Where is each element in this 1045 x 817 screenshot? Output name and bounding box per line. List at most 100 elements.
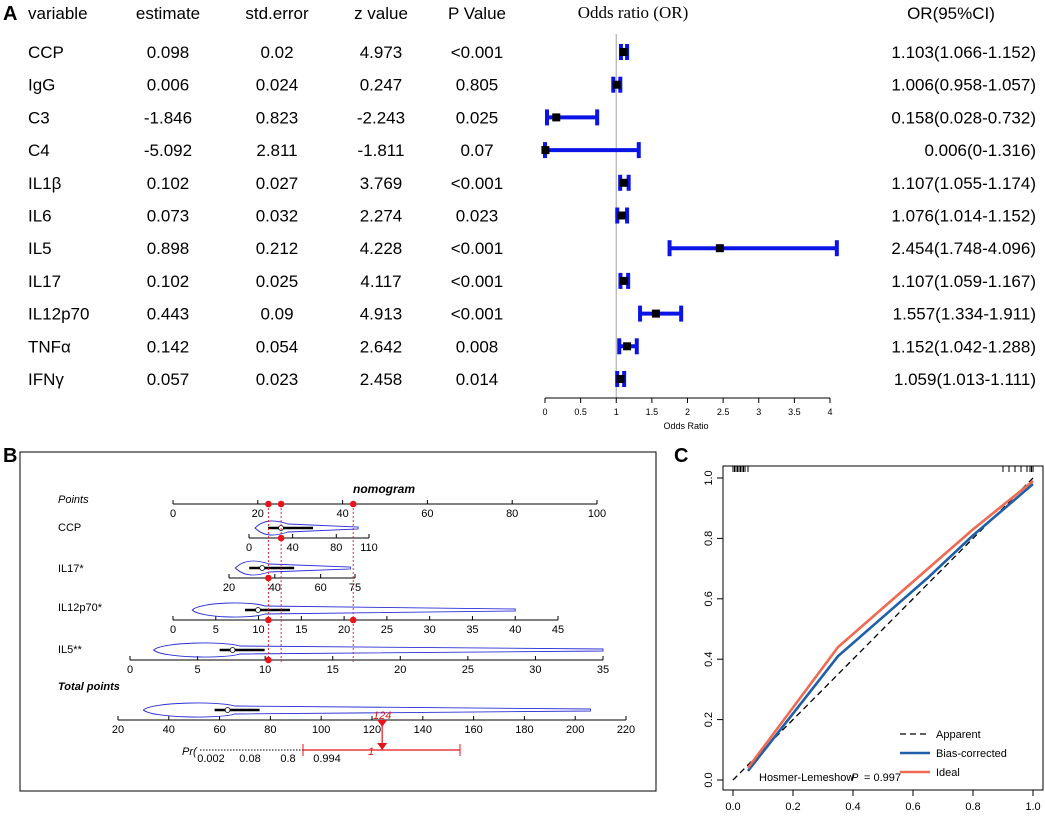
nomogram-tick-label: 35 xyxy=(466,624,478,636)
nomogram-tick-label: 120 xyxy=(363,724,381,736)
calib-x-tick-label: 0.0 xyxy=(725,801,740,813)
estimate-cell: 0.006 xyxy=(147,76,190,95)
p-value-cell: <0.001 xyxy=(451,43,503,62)
nomogram-tick-label: 140 xyxy=(414,724,432,736)
nomogram-tick-label: 0 xyxy=(127,664,133,676)
legend-label: Apparent xyxy=(936,729,981,741)
forest-row: C4 -5.092 2.811 -1.811 0.07 0.006(0-1.316) xyxy=(28,141,1036,160)
or-point xyxy=(619,276,628,285)
or-point xyxy=(619,178,628,187)
nomogram-tick-label: 40 xyxy=(509,624,521,636)
nomogram-tick-label: 100 xyxy=(312,724,330,736)
hosmer-lemeshow-value: = 0.997 xyxy=(864,772,901,784)
panel-label-b: B xyxy=(3,445,17,467)
z-value-cell: 4.117 xyxy=(360,272,401,291)
variable-marker xyxy=(265,656,272,664)
z-value-cell: 4.913 xyxy=(360,305,403,324)
p-value-cell: 0.023 xyxy=(456,207,499,226)
z-value-cell: -1.811 xyxy=(358,141,405,160)
p-value-cell: 0.07 xyxy=(460,141,493,160)
p-value-cell: 0.805 xyxy=(456,76,499,95)
or-ci-cell: 1.103(1.066-1.152) xyxy=(891,43,1036,62)
calibration-frame xyxy=(722,465,1044,791)
calib-y-tick-label: 1.0 xyxy=(703,470,715,485)
or-ci-cell: 1.006(0.958-1.057) xyxy=(891,76,1036,95)
p-value-cell: <0.001 xyxy=(451,174,503,193)
probability-tick-label: 0.08 xyxy=(239,753,260,765)
or-ci-cell: 1.059(1.013-1.111) xyxy=(894,370,1036,389)
column-header-variable: variable xyxy=(28,4,88,23)
forest-x-tick-label: 2 xyxy=(685,407,690,417)
variable-cell: IL5 xyxy=(28,239,52,258)
forest-x-tick-label: 2.5 xyxy=(717,407,730,417)
calib-y-tick-label: 0.2 xyxy=(703,712,715,727)
z-value-cell: -2.243 xyxy=(357,108,405,127)
nomogram-scale: IL5** 0 5 10 15 20 25 30 35 xyxy=(58,642,609,676)
nomogram-tick-label: 40 xyxy=(163,724,175,736)
nomogram-tick-label: 200 xyxy=(566,724,584,736)
total-marker-triangle xyxy=(377,720,388,727)
or-ci-cell: 1.557(1.334-1.911) xyxy=(893,305,1036,324)
variable-cell: IL12p70 xyxy=(28,305,89,324)
nomogram-scale-label: CCP xyxy=(58,522,81,534)
nomogram-tick-label: 0 xyxy=(170,508,176,520)
calibration-panel: Hosmer-Lemeshow P = 0.997 0.0 0.2 0.4 0.6 0.… xyxy=(703,465,1044,813)
nomogram-tick-label: 25 xyxy=(462,664,474,676)
nomogram-tick-label: 15 xyxy=(327,664,339,676)
z-value-cell: 3.769 xyxy=(360,174,403,193)
forest-row: IL17 0.102 0.025 4.117 <0.001 1.107(1.059-1.1… xyxy=(28,272,1036,291)
prob-marker-triangle xyxy=(377,743,388,750)
z-value-cell: 2.274 xyxy=(360,207,403,226)
nomogram-tick-label: 10 xyxy=(252,624,264,636)
estimate-cell: 0.098 xyxy=(147,43,190,62)
estimate-cell: 0.898 xyxy=(147,239,190,258)
z-value-cell: 2.458 xyxy=(360,370,403,389)
nomogram-tick-label: 60 xyxy=(315,582,327,594)
probability-tick-label: 0.8 xyxy=(280,753,295,765)
probability-label: Pr( xyxy=(182,746,198,758)
or-point xyxy=(715,244,724,253)
std-error-cell: 0.025 xyxy=(256,272,299,291)
nomogram-tick-label: 20 xyxy=(394,664,406,676)
panel-label-a: A xyxy=(3,3,17,25)
violin-median xyxy=(255,607,261,613)
column-header-std-error: std.error xyxy=(245,4,309,23)
nomogram-tick-label: 220 xyxy=(617,724,635,736)
or-point xyxy=(552,113,561,122)
forest-x-tick-label: 1 xyxy=(614,407,619,417)
forest-x-tick-label: 0.5 xyxy=(574,407,587,417)
probability-tick-label: 0.002 xyxy=(197,753,225,765)
nomogram-scale-label: IL5** xyxy=(58,644,83,656)
nomogram-tick-label: 110 xyxy=(360,542,378,554)
or-ci-cell: 1.152(1.042-1.288) xyxy=(891,337,1036,356)
variable-cell: IL6 xyxy=(28,207,52,226)
p-value-cell: <0.001 xyxy=(451,305,503,324)
nomogram-tick-label: 60 xyxy=(213,724,225,736)
calib-x-tick-label: 0.2 xyxy=(785,801,800,813)
calib-series-line xyxy=(746,480,1034,769)
forest-row: IFNγ 0.057 0.023 2.458 0.014 1.059(1.013-1.11… xyxy=(28,370,1036,389)
variable-cell: TNFα xyxy=(28,337,71,356)
hosmer-lemeshow-p: P xyxy=(851,772,859,784)
nomogram-tick-label: 5 xyxy=(195,664,201,676)
nomogram-scale: IL17* 20 40 60 75 xyxy=(58,560,361,594)
nomogram-title: nomogram xyxy=(353,482,415,496)
hosmer-lemeshow-label: Hosmer-Lemeshow xyxy=(759,772,854,784)
nomogram-tick-label: 0 xyxy=(170,624,176,636)
nomogram-frame xyxy=(19,451,657,792)
p-value-cell: <0.001 xyxy=(451,272,503,291)
calib-y-tick-label: 0.8 xyxy=(703,531,715,546)
variable-cell: CCP xyxy=(28,43,64,62)
nomogram-tick-label: 20 xyxy=(338,624,350,636)
calib-y-tick-label: 0.0 xyxy=(703,772,715,787)
panel-label-c: C xyxy=(674,445,688,467)
forest-row: CCP 0.098 0.02 4.973 <0.001 1.103(1.066-1.152… xyxy=(28,43,1036,62)
variable-marker xyxy=(265,616,272,624)
forest-x-axis-label: Odds Ratio xyxy=(663,421,708,431)
p-value-cell: 0.008 xyxy=(456,337,499,356)
nomogram-tick-label: 5 xyxy=(213,624,219,636)
estimate-cell: -1.846 xyxy=(144,108,192,127)
std-error-cell: 0.032 xyxy=(256,207,299,226)
